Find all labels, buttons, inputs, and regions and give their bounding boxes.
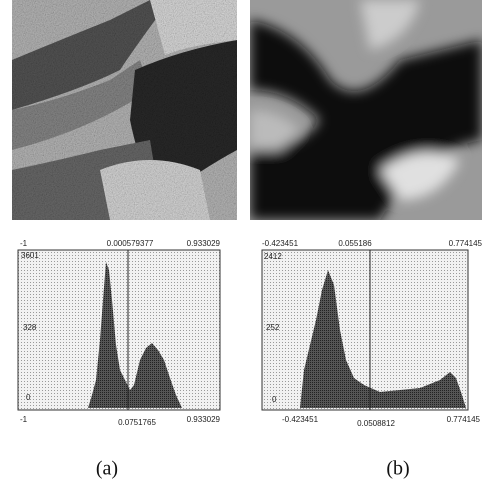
left-label: 0: [272, 395, 277, 404]
histogram-b: -0.423451 0.055186 0.774145 2412 252 0 -…: [261, 239, 483, 428]
top-label: -0.423451: [262, 239, 299, 248]
left-label: 252: [266, 323, 280, 332]
image-a: [12, 0, 237, 220]
top-label: 0.933029: [187, 239, 221, 248]
histogram-shape: [88, 262, 182, 408]
left-label: 328: [23, 323, 37, 332]
caption: (a): [96, 458, 118, 480]
top-label: 0.000579377: [107, 239, 154, 248]
top-label: 0.774145: [449, 239, 483, 248]
bottom-label: -1: [20, 415, 28, 424]
left-label: 3601: [21, 251, 39, 260]
bottom-label: -0.423451: [282, 415, 319, 424]
top-label: -1: [20, 239, 28, 248]
caption: (b): [386, 458, 409, 480]
histogram-a: -1 0.000579377 0.933029 3601 328 0 -1 0.…: [17, 239, 221, 427]
histogram-shape: [300, 270, 466, 408]
bottom-label: 0.774145: [447, 415, 481, 424]
left-label: 2412: [264, 252, 282, 261]
bottom-label: 0.0751765: [118, 418, 156, 427]
bottom-label: 0.933029: [187, 415, 221, 424]
bottom-label: 0.0508812: [357, 419, 395, 428]
image-b: [250, 0, 482, 220]
left-label: 0: [26, 393, 31, 402]
top-label: 0.055186: [338, 239, 372, 248]
